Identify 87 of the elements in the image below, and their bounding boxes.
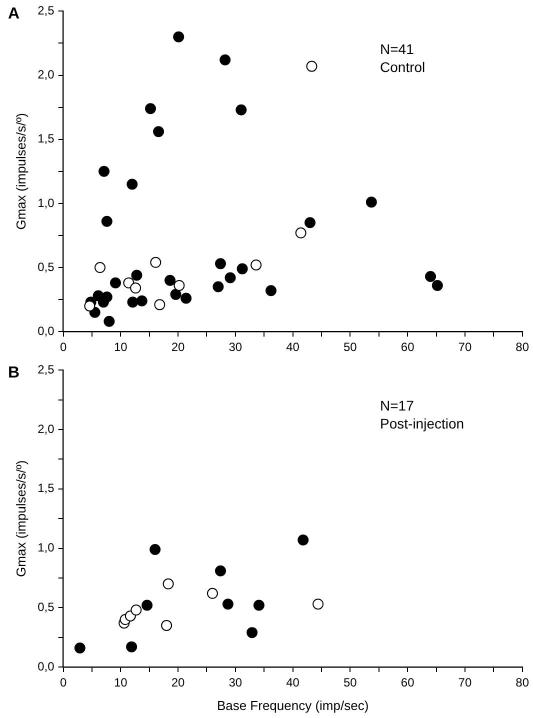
point	[253, 600, 264, 611]
point	[236, 263, 248, 274]
point	[215, 565, 226, 576]
point	[174, 280, 185, 291]
point	[162, 578, 174, 590]
chart-title: A	[8, 5, 20, 22]
x-tick-label: 10	[114, 340, 128, 354]
point	[425, 270, 436, 282]
point	[164, 274, 176, 286]
x-tick-label: 70	[458, 340, 472, 354]
point	[170, 288, 182, 300]
x-tick-label: 50	[344, 340, 358, 354]
point	[153, 126, 164, 138]
point	[74, 642, 86, 654]
x-tick-label: 20	[171, 676, 186, 690]
point	[104, 316, 115, 327]
y-axis-title: Gmax (impulses/s/º)	[13, 460, 28, 577]
point	[161, 620, 172, 631]
point	[145, 103, 156, 114]
y-tick-label: 0,5	[38, 600, 55, 614]
x-tick-label: 40	[286, 676, 300, 690]
y-tick-label: 1,0	[38, 196, 55, 210]
point	[220, 54, 231, 66]
annotation: N=41	[380, 41, 414, 58]
x-tick-label: 10	[114, 676, 128, 690]
point	[142, 600, 153, 611]
x-tick-label: 60	[400, 676, 415, 690]
annotation: N=17	[380, 398, 414, 414]
chart-title: B	[8, 364, 20, 382]
x-tick-label: 30	[228, 676, 242, 690]
point	[224, 272, 236, 284]
y-tick-label: 2,5	[38, 362, 55, 377]
x-tick-label: 0	[60, 340, 67, 354]
point	[150, 256, 162, 268]
point	[215, 258, 226, 270]
y-tick-label: 0,0	[38, 324, 55, 338]
x-tick-label: 80	[516, 676, 530, 690]
point	[110, 277, 121, 288]
y-tick-label: 2,5	[38, 4, 55, 18]
point	[366, 196, 377, 208]
x-tick-label: 80	[516, 340, 530, 354]
annotation: Control	[380, 59, 426, 76]
y-tick-label: 1,5	[38, 132, 55, 146]
point	[84, 300, 96, 312]
x-tick-label: 60	[400, 340, 415, 354]
point	[298, 534, 309, 546]
x-tick-label: 40	[286, 340, 300, 354]
point	[173, 31, 184, 42]
point	[136, 295, 148, 306]
point	[101, 216, 112, 227]
point	[295, 227, 306, 238]
point	[180, 292, 192, 304]
y-axis-title: Gmax (impulses/s/º)	[13, 113, 28, 230]
point	[98, 166, 110, 177]
point	[222, 598, 234, 610]
point	[312, 598, 324, 610]
point	[266, 285, 276, 296]
point	[130, 282, 142, 294]
point	[432, 280, 443, 291]
x-tick-label: 0	[60, 676, 67, 690]
point	[126, 178, 138, 190]
point	[212, 281, 224, 292]
point	[94, 262, 106, 274]
y-tick-label: 2,0	[38, 68, 55, 82]
x-tick-label: 30	[228, 340, 242, 354]
point	[236, 104, 247, 116]
y-tick-label: 1,5	[38, 481, 55, 496]
point	[306, 60, 318, 72]
point	[130, 604, 142, 616]
annotation: Post-injection	[380, 416, 464, 432]
point	[250, 259, 262, 270]
y-tick-label: 1,0	[38, 540, 55, 555]
x-tick-label: 20	[171, 340, 186, 354]
y-tick-label: 0,0	[38, 659, 55, 674]
y-tick-label: 0,5	[38, 260, 55, 274]
point	[150, 544, 161, 555]
point	[126, 641, 138, 652]
x-tick-label: 70	[458, 676, 472, 690]
x-tick-label: 50	[344, 676, 358, 690]
point	[131, 270, 142, 281]
x-axis-title: Base Frequency (imp/sec)	[216, 698, 369, 713]
point	[246, 627, 258, 638]
point	[154, 299, 166, 310]
point	[304, 217, 316, 228]
point	[206, 588, 218, 599]
y-tick-label: 2,0	[38, 422, 55, 436]
point	[127, 296, 138, 308]
